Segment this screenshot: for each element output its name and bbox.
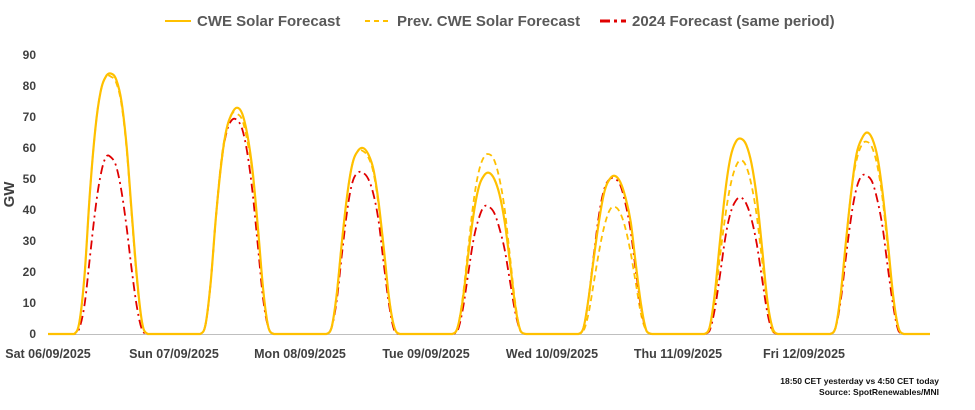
- x-axis: Sat 06/09/2025 Sun 07/09/2025 Mon 08/09/20…: [5, 334, 930, 361]
- y-tick-label: 10: [23, 296, 37, 310]
- legend-label-2024-forecast-same-period: 2024 Forecast (same period): [632, 13, 835, 30]
- footnote-time-comparison: 18:50 CET yesterday vs 4:50 CET today: [780, 376, 939, 386]
- y-tick-label: 60: [23, 141, 37, 155]
- y-axis: 0 10 20 30 40 50 60 70 80 90 GW: [1, 48, 36, 341]
- y-tick-label: 40: [23, 203, 37, 217]
- legend-label-cwe-solar-forecast: CWE Solar Forecast: [197, 13, 340, 30]
- footnote-source: Source: SpotRenewables/MNI: [819, 387, 939, 397]
- chart-legend: CWE Solar Forecast Prev. CWE Solar Foreca…: [165, 13, 835, 30]
- y-tick-label: 90: [23, 48, 37, 62]
- y-tick-label: 70: [23, 110, 37, 124]
- x-tick-label: Fri 12/09/2025: [763, 347, 845, 361]
- legend-label-prev-cwe-solar-forecast: Prev. CWE Solar Forecast: [397, 13, 580, 30]
- y-tick-label: 80: [23, 79, 37, 93]
- x-tick-label: Sat 06/09/2025: [5, 347, 91, 361]
- series-line-2024-forecast-same-period: [48, 117, 930, 335]
- y-axis-label: GW: [1, 181, 18, 208]
- series-line-cwe-solar-forecast: [48, 72, 930, 336]
- x-tick-label: Thu 11/09/2025: [634, 347, 722, 361]
- x-tick-label: Sun 07/09/2025: [129, 347, 219, 361]
- y-tick-label: 0: [29, 327, 36, 341]
- x-tick-label: Mon 08/09/2025: [254, 347, 346, 361]
- series-line-prev-cwe-solar-forecast: [48, 74, 930, 335]
- y-tick-label: 50: [23, 172, 37, 186]
- x-tick-label: Tue 09/09/2025: [382, 347, 469, 361]
- plot-lines: [48, 72, 930, 336]
- y-tick-label: 30: [23, 234, 37, 248]
- x-tick-label: Wed 10/09/2025: [506, 347, 598, 361]
- y-tick-label: 20: [23, 265, 37, 279]
